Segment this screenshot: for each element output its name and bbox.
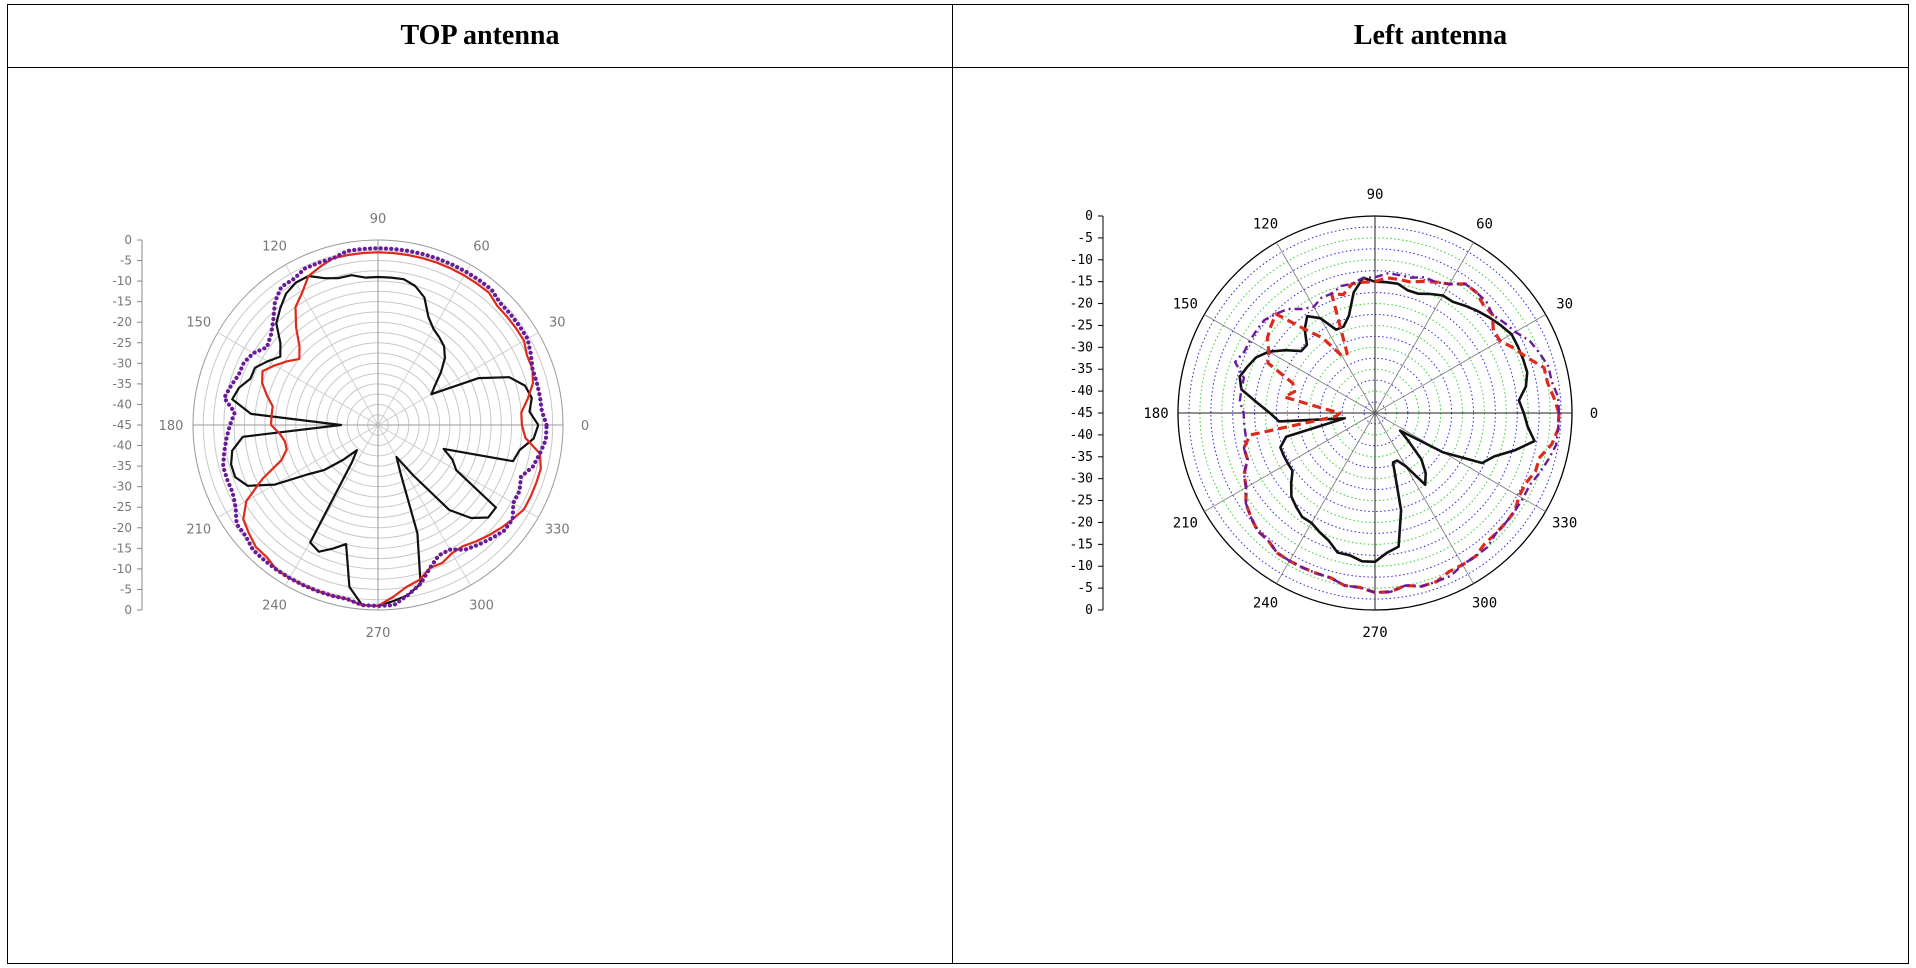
radial-tick-label: -30 — [112, 480, 132, 494]
radial-tick-label: -20 — [112, 521, 132, 535]
radial-tick-label: -10 — [1070, 559, 1093, 574]
radial-tick-label: -45 — [1070, 406, 1093, 421]
radial-scale: 0 -5 -10 -15 -20 -25 -30 -35 -40 -45 -40 -35 -30 -25 -… — [1070, 209, 1104, 618]
radial-tick-label: -5 — [120, 582, 132, 596]
angle-label: 240 — [1253, 596, 1278, 612]
radial-tick-label: -10 — [1070, 253, 1093, 268]
radial-tick-label: -40 — [1070, 428, 1093, 443]
grid-spoke — [377, 332, 539, 426]
radial-tick-label: -5 — [120, 254, 132, 268]
radial-tick-label: -15 — [1070, 275, 1093, 290]
header-left-antenna: Left antenna — [1353, 20, 1508, 51]
radial-tick-label: 0 — [1085, 209, 1093, 224]
radial-tick-label: 0 — [124, 233, 132, 247]
radial-scale: 0 -5 -10 -15 -20 -25 -30 -35 -40 -45 -40 -35 -30 -25 -… — [112, 233, 143, 617]
grid-spoke — [1374, 412, 1546, 512]
radial-tick-label: -30 — [112, 356, 132, 370]
angle-label: 240 — [262, 598, 287, 613]
angle-label: 60 — [473, 240, 490, 255]
radial-tick-label: -25 — [1070, 318, 1093, 333]
grid-spoke — [217, 332, 379, 426]
series-dash-dot-purple — [1233, 272, 1561, 594]
angle-label: 30 — [1556, 297, 1573, 313]
angle-label: 150 — [1173, 297, 1198, 313]
grid-spoke — [1374, 412, 1474, 584]
radial-tick-label: -20 — [1070, 297, 1093, 312]
radial-tick-label: -25 — [112, 336, 132, 350]
polar-chart-left-antenna: 0 30 60 90 120 150 180 210 240 270 300 330 0 -5 -10 -15… — [1070, 187, 1599, 641]
angle-label: 90 — [1367, 187, 1384, 203]
figure-table: TOP antenna Left antenna — [7, 4, 1909, 964]
angle-label: 330 — [1552, 516, 1577, 532]
radial-tick-label: -45 — [112, 418, 132, 432]
angle-label: 0 — [1590, 406, 1598, 422]
radial-tick-label: -5 — [1077, 581, 1093, 596]
radial-tick-label: -25 — [112, 500, 132, 514]
radial-tick-label: -35 — [112, 459, 132, 473]
radial-tick-label: -15 — [112, 541, 132, 555]
series-solid-black — [1238, 276, 1536, 564]
radial-tick-label: -15 — [112, 295, 132, 309]
grid-spoke — [1204, 314, 1376, 414]
grid-spoke — [285, 424, 379, 586]
angle-label: 300 — [1472, 596, 1497, 612]
angle-label: 210 — [186, 523, 211, 538]
polar-grid — [192, 239, 564, 611]
radial-tick-label: -20 — [112, 315, 132, 329]
grid-spoke — [377, 264, 471, 426]
angle-label: 30 — [549, 316, 566, 331]
radial-tick-label: -40 — [1070, 384, 1093, 399]
column-divider — [952, 5, 953, 963]
angle-label: 60 — [1476, 216, 1493, 232]
angle-label: 210 — [1173, 516, 1198, 532]
series-solid-red — [242, 251, 542, 607]
radial-tick-label: -40 — [112, 439, 132, 453]
radial-tick-label: -20 — [1070, 515, 1093, 530]
grid-spoke — [1374, 242, 1474, 414]
angle-label: 300 — [469, 598, 494, 613]
angle-label: 120 — [262, 240, 287, 255]
header-top-antenna: TOP antenna — [400, 20, 560, 51]
angle-label: 180 — [159, 419, 184, 434]
angle-label: 270 — [366, 626, 391, 641]
radial-tick-label: -35 — [112, 377, 132, 391]
radial-tick-label: -40 — [112, 397, 132, 411]
radial-tick-label: -35 — [1070, 362, 1093, 377]
radial-tick-label: -25 — [1070, 494, 1093, 509]
grid-spoke — [285, 264, 379, 426]
angle-label: 270 — [1362, 625, 1387, 641]
radial-tick-label: 0 — [124, 603, 132, 617]
grid-spoke — [217, 424, 379, 518]
angle-label: 180 — [1143, 406, 1168, 422]
angle-label: 120 — [1253, 216, 1278, 232]
radial-tick-label: -35 — [1070, 450, 1093, 465]
radial-tick-label: -15 — [1070, 537, 1093, 552]
series-solid-black — [230, 274, 540, 607]
radial-tick-label: -5 — [1077, 231, 1093, 246]
grid-spoke — [1276, 412, 1376, 584]
header-divider — [8, 67, 1908, 68]
grid-spoke — [1276, 242, 1376, 414]
angle-label: 330 — [545, 523, 570, 538]
grid-spoke — [1204, 412, 1376, 512]
angle-label: 150 — [186, 316, 211, 331]
grid-spoke — [1374, 314, 1546, 414]
radial-tick-label: -10 — [112, 562, 132, 576]
grid-spoke — [377, 424, 471, 586]
radial-tick-label: -10 — [112, 274, 132, 288]
radial-tick-label: 0 — [1085, 603, 1093, 618]
polar-grid — [1177, 215, 1573, 611]
angle-label: 0 — [581, 419, 589, 434]
radial-tick-label: -30 — [1070, 472, 1093, 487]
angle-label: 90 — [370, 212, 387, 227]
radial-tick-label: -30 — [1070, 340, 1093, 355]
series-dotted-purple — [221, 246, 549, 608]
polar-chart-top-antenna: 0 30 60 90 120 150 180 210 240 270 300 330 0 -5 -10 -15… — [112, 212, 589, 641]
